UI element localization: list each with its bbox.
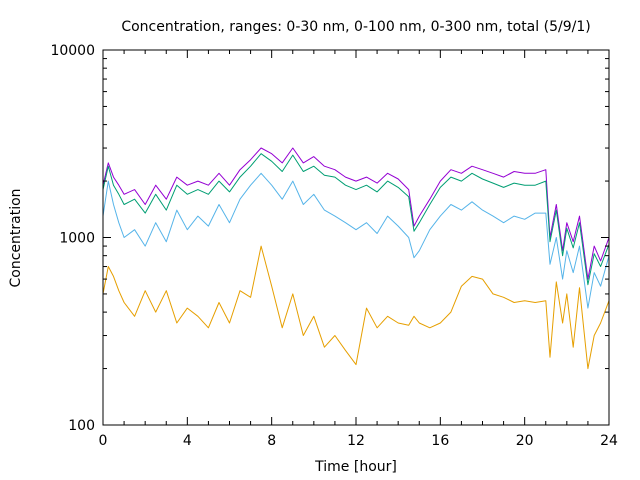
y-axis-label: Concentration bbox=[8, 188, 24, 287]
series-line-4 bbox=[102, 245, 610, 370]
plot-frame bbox=[102, 49, 610, 426]
ticks-layer: 0 4 8 12 16 20 24 100 1000 10000 bbox=[50, 43, 618, 449]
y-tick-label: 100 bbox=[68, 418, 95, 434]
x-tick-label: 4 bbox=[183, 433, 192, 449]
series-layer bbox=[102, 147, 610, 370]
x-tick-label: 16 bbox=[431, 433, 449, 449]
chart-title: Concentration, ranges: 0-30 nm, 0-100 nm… bbox=[121, 19, 590, 35]
x-tick-label: 24 bbox=[600, 433, 618, 449]
x-tick-label: 20 bbox=[516, 433, 534, 449]
x-axis-label: Time [hour] bbox=[314, 459, 397, 475]
y-tick-label: 1000 bbox=[59, 231, 95, 247]
x-tick-label: 12 bbox=[347, 433, 365, 449]
series-line-3 bbox=[102, 172, 610, 309]
series-line-2 bbox=[102, 153, 610, 286]
y-tick-label: 10000 bbox=[50, 43, 95, 59]
x-tick-label: 0 bbox=[99, 433, 108, 449]
x-tick-label: 8 bbox=[267, 433, 276, 449]
